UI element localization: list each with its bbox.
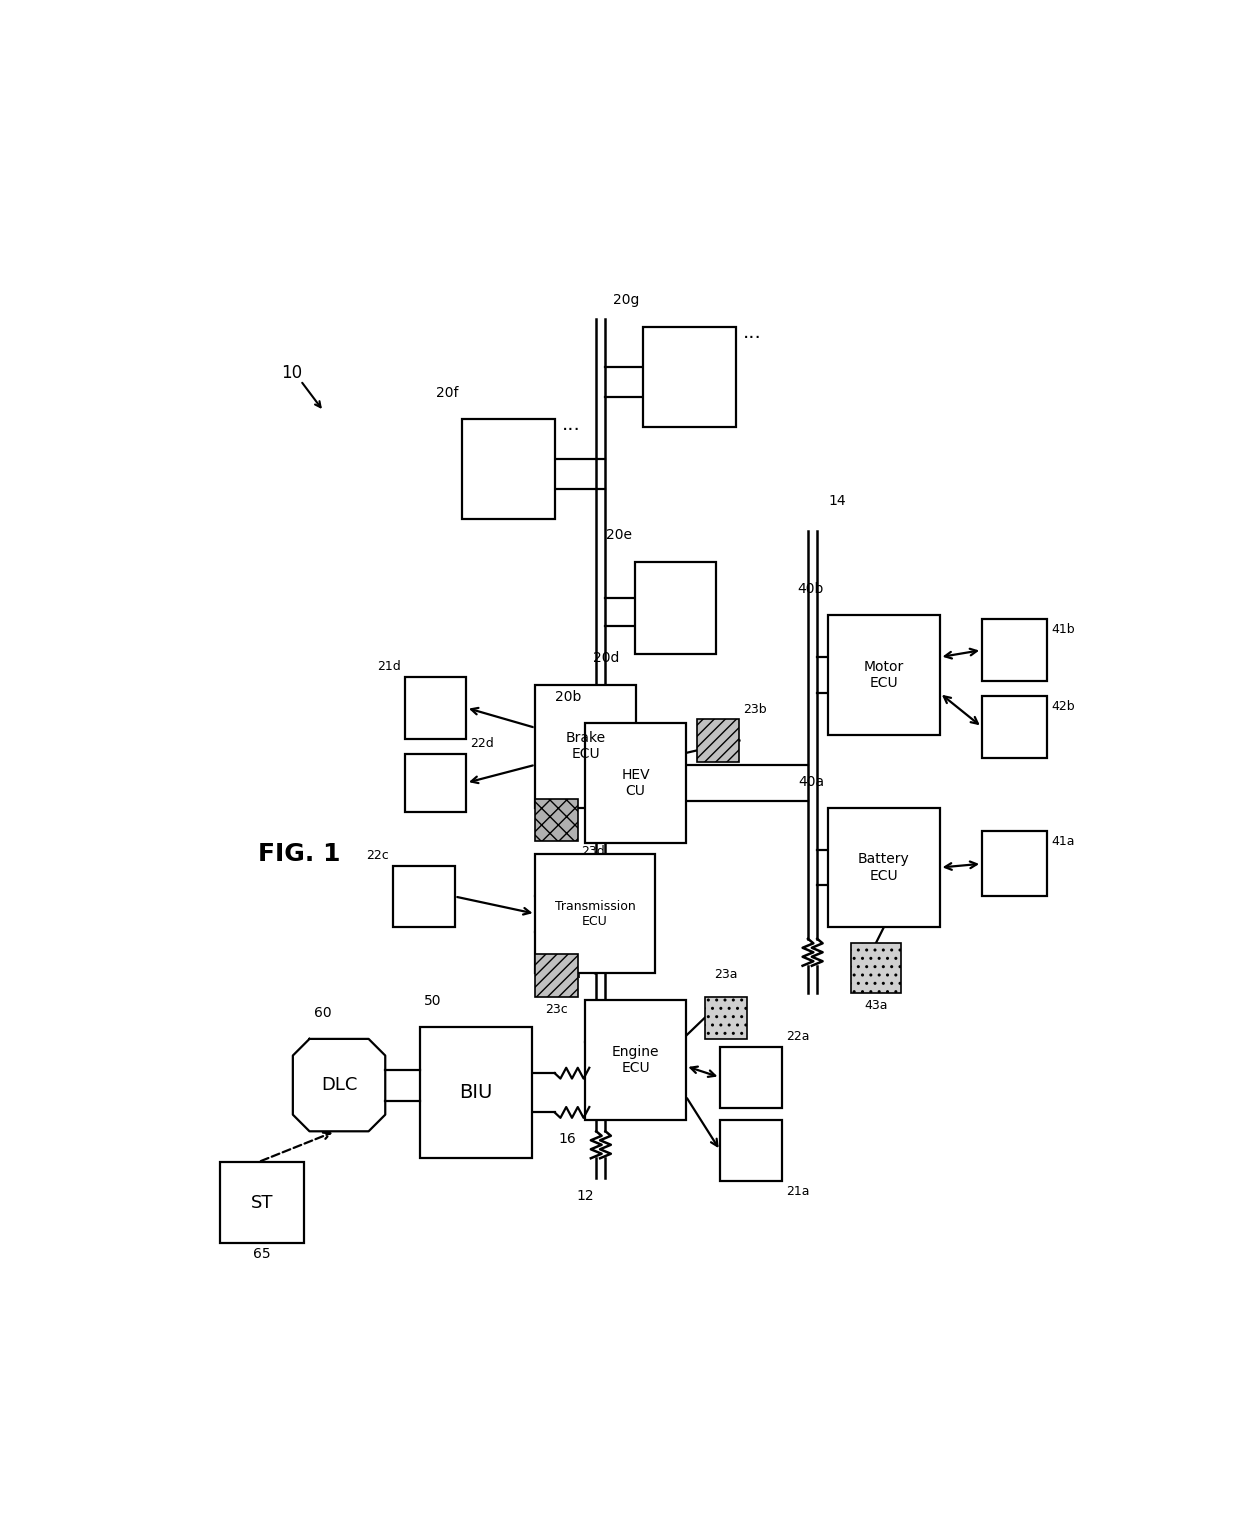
Text: ST: ST bbox=[250, 1194, 273, 1211]
Bar bbox=[644, 327, 735, 427]
Bar bbox=[420, 1027, 532, 1159]
Text: 42b: 42b bbox=[1052, 700, 1075, 714]
Text: Engine
ECU: Engine ECU bbox=[611, 1045, 660, 1074]
Bar bbox=[828, 616, 940, 735]
Bar bbox=[704, 996, 748, 1039]
Text: 20e: 20e bbox=[605, 528, 631, 542]
Bar bbox=[536, 853, 655, 973]
Bar bbox=[536, 955, 578, 996]
Text: 21d: 21d bbox=[377, 660, 401, 674]
Text: BIU: BIU bbox=[459, 1084, 492, 1102]
Text: 40a: 40a bbox=[799, 775, 825, 789]
Text: 23d: 23d bbox=[582, 844, 605, 858]
Text: 16: 16 bbox=[558, 1131, 577, 1145]
Text: 65: 65 bbox=[253, 1246, 270, 1260]
Text: FIG. 1: FIG. 1 bbox=[258, 843, 341, 866]
Bar bbox=[720, 1047, 781, 1108]
Bar bbox=[404, 754, 466, 812]
Text: 41a: 41a bbox=[1052, 835, 1075, 847]
Text: 23c: 23c bbox=[546, 1002, 568, 1016]
Bar bbox=[982, 830, 1048, 896]
Text: 40b: 40b bbox=[797, 582, 825, 596]
Text: 14: 14 bbox=[828, 494, 846, 508]
Text: 10: 10 bbox=[281, 364, 303, 382]
Text: 41b: 41b bbox=[1052, 623, 1075, 635]
Text: 20f: 20f bbox=[436, 385, 459, 399]
Bar bbox=[536, 685, 635, 807]
Text: 43a: 43a bbox=[864, 999, 888, 1012]
Text: 20a: 20a bbox=[556, 967, 582, 981]
Bar bbox=[463, 419, 554, 519]
Text: Brake
ECU: Brake ECU bbox=[565, 731, 605, 761]
Text: 20c: 20c bbox=[603, 821, 627, 835]
Text: 21a: 21a bbox=[786, 1185, 810, 1199]
Bar bbox=[219, 1162, 304, 1243]
Bar bbox=[982, 697, 1048, 758]
Text: 22a: 22a bbox=[786, 1030, 810, 1042]
Bar bbox=[404, 677, 466, 738]
Text: 12: 12 bbox=[577, 1190, 594, 1203]
Bar bbox=[585, 1001, 686, 1119]
Text: 20g: 20g bbox=[613, 293, 640, 307]
Text: 22c: 22c bbox=[366, 849, 389, 861]
Bar bbox=[697, 720, 739, 761]
Text: 23b: 23b bbox=[743, 703, 766, 715]
Text: Battery
ECU: Battery ECU bbox=[858, 852, 910, 883]
Bar bbox=[585, 723, 686, 843]
Bar bbox=[982, 619, 1048, 682]
Text: 22d: 22d bbox=[470, 737, 494, 751]
Bar bbox=[635, 562, 717, 654]
Polygon shape bbox=[293, 1039, 386, 1131]
Text: 50: 50 bbox=[424, 995, 441, 1008]
Bar bbox=[393, 866, 455, 927]
Text: ...: ... bbox=[743, 322, 763, 342]
Text: Motor
ECU: Motor ECU bbox=[864, 660, 904, 691]
Text: 60: 60 bbox=[314, 1005, 331, 1019]
Text: 20d: 20d bbox=[593, 651, 620, 666]
Bar bbox=[851, 942, 901, 993]
Bar bbox=[720, 1119, 781, 1182]
Text: ...: ... bbox=[563, 414, 582, 434]
Text: 23a: 23a bbox=[714, 969, 738, 981]
Bar bbox=[828, 807, 940, 927]
Text: HEV
CU: HEV CU bbox=[621, 768, 650, 798]
Text: Transmission
ECU: Transmission ECU bbox=[554, 900, 635, 927]
Text: 20b: 20b bbox=[556, 689, 582, 705]
Text: DLC: DLC bbox=[321, 1076, 357, 1094]
Bar bbox=[536, 798, 578, 841]
